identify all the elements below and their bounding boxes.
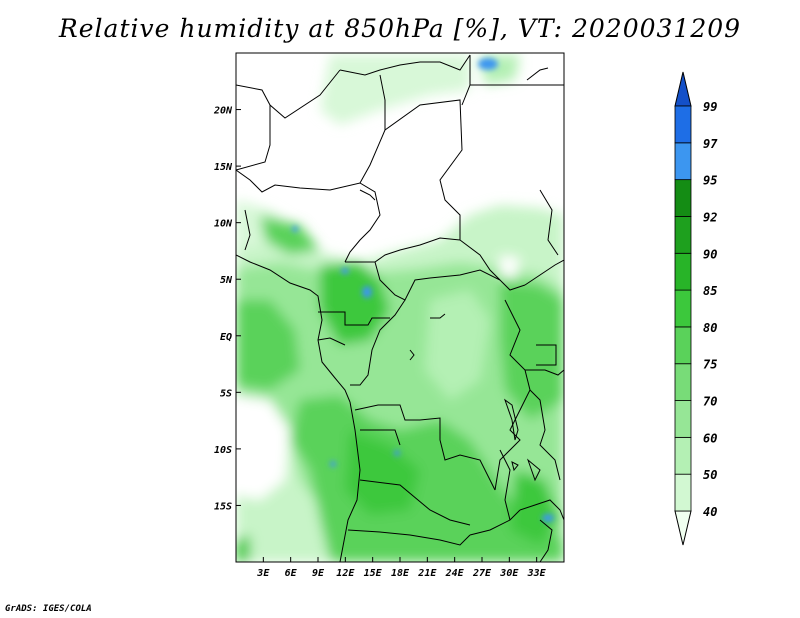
lon-tick-label: 12E bbox=[336, 568, 355, 579]
colorbar-level-label: 75 bbox=[703, 358, 717, 372]
colorbar-segment bbox=[674, 289, 692, 328]
lon-tick-label: 18E bbox=[391, 568, 410, 579]
colorbar-level-label: 60 bbox=[703, 431, 717, 445]
colorbar-level-label: 99 bbox=[703, 100, 717, 114]
colorbar-level-label: 95 bbox=[703, 174, 717, 188]
lat-tick-label: 5N bbox=[220, 275, 233, 286]
lat-tick-label: 15N bbox=[214, 162, 233, 173]
colorbar-segment bbox=[674, 400, 692, 438]
lat-axis: 20N 15N 10N 5N EQ 5S 10S 15S bbox=[213, 106, 241, 512]
lat-tick-label: EQ bbox=[220, 332, 232, 343]
colorbar-segment bbox=[674, 216, 692, 254]
lon-tick-label: 33E bbox=[527, 568, 547, 579]
colorbar-segment bbox=[674, 179, 692, 217]
colorbar-level-label: 40 bbox=[703, 505, 717, 519]
colorbar-max-triangle bbox=[674, 71, 692, 107]
lat-tick-label: 15S bbox=[214, 501, 232, 512]
map-area bbox=[236, 53, 564, 562]
colorbar-segment bbox=[674, 252, 692, 291]
colorbar-segment bbox=[674, 326, 692, 365]
colorbar-level-label: 85 bbox=[703, 284, 717, 298]
lon-tick-label: 24E bbox=[445, 568, 465, 579]
lat-tick-label: 5S bbox=[220, 388, 232, 399]
colorbar-level-label: 80 bbox=[703, 321, 717, 335]
lon-tick-label: 27E bbox=[472, 568, 492, 579]
colorbar-segment bbox=[674, 105, 692, 144]
colorbar-level-label: 70 bbox=[703, 395, 717, 409]
colorbar-level-label: 50 bbox=[703, 468, 717, 482]
lon-tick-label: 3E bbox=[256, 568, 270, 579]
colorbar-min-triangle bbox=[674, 510, 692, 546]
lon-axis: 3E 6E 9E 12E 15E 18E 21E 24E 27E 30E 33E bbox=[256, 557, 547, 579]
lon-tick-label: 6E bbox=[285, 568, 298, 579]
colorbar-segment bbox=[674, 142, 692, 181]
colorbar-level-label: 92 bbox=[703, 210, 717, 224]
colorbar: 40 50 60 70 75 80 85 90 92 95 97 99 bbox=[674, 71, 718, 546]
lat-tick-label: 10N bbox=[214, 219, 233, 230]
lon-tick-label: 9E bbox=[312, 568, 325, 579]
colorbar-level-label: 90 bbox=[703, 247, 717, 261]
lon-tick-label: 21E bbox=[417, 568, 437, 579]
lakes bbox=[409, 313, 541, 482]
colorbar-segment bbox=[674, 436, 692, 475]
colorbar-segment bbox=[674, 473, 692, 512]
lon-tick-label: 30E bbox=[499, 568, 519, 579]
colorbar-level-label: 97 bbox=[703, 137, 718, 151]
political-borders bbox=[236, 54, 564, 562]
humidity-field bbox=[236, 55, 564, 562]
saturated-spots bbox=[292, 58, 554, 522]
colorbar-segment bbox=[674, 363, 692, 401]
grads-credit: GrADS: IGES/COLA bbox=[5, 604, 92, 614]
lat-tick-label: 10S bbox=[214, 445, 232, 456]
lon-tick-label: 15E bbox=[364, 568, 383, 579]
lat-tick-label: 20N bbox=[213, 106, 233, 117]
map-title: Relative humidity at 850hPa [%], VT: 202… bbox=[58, 14, 742, 43]
